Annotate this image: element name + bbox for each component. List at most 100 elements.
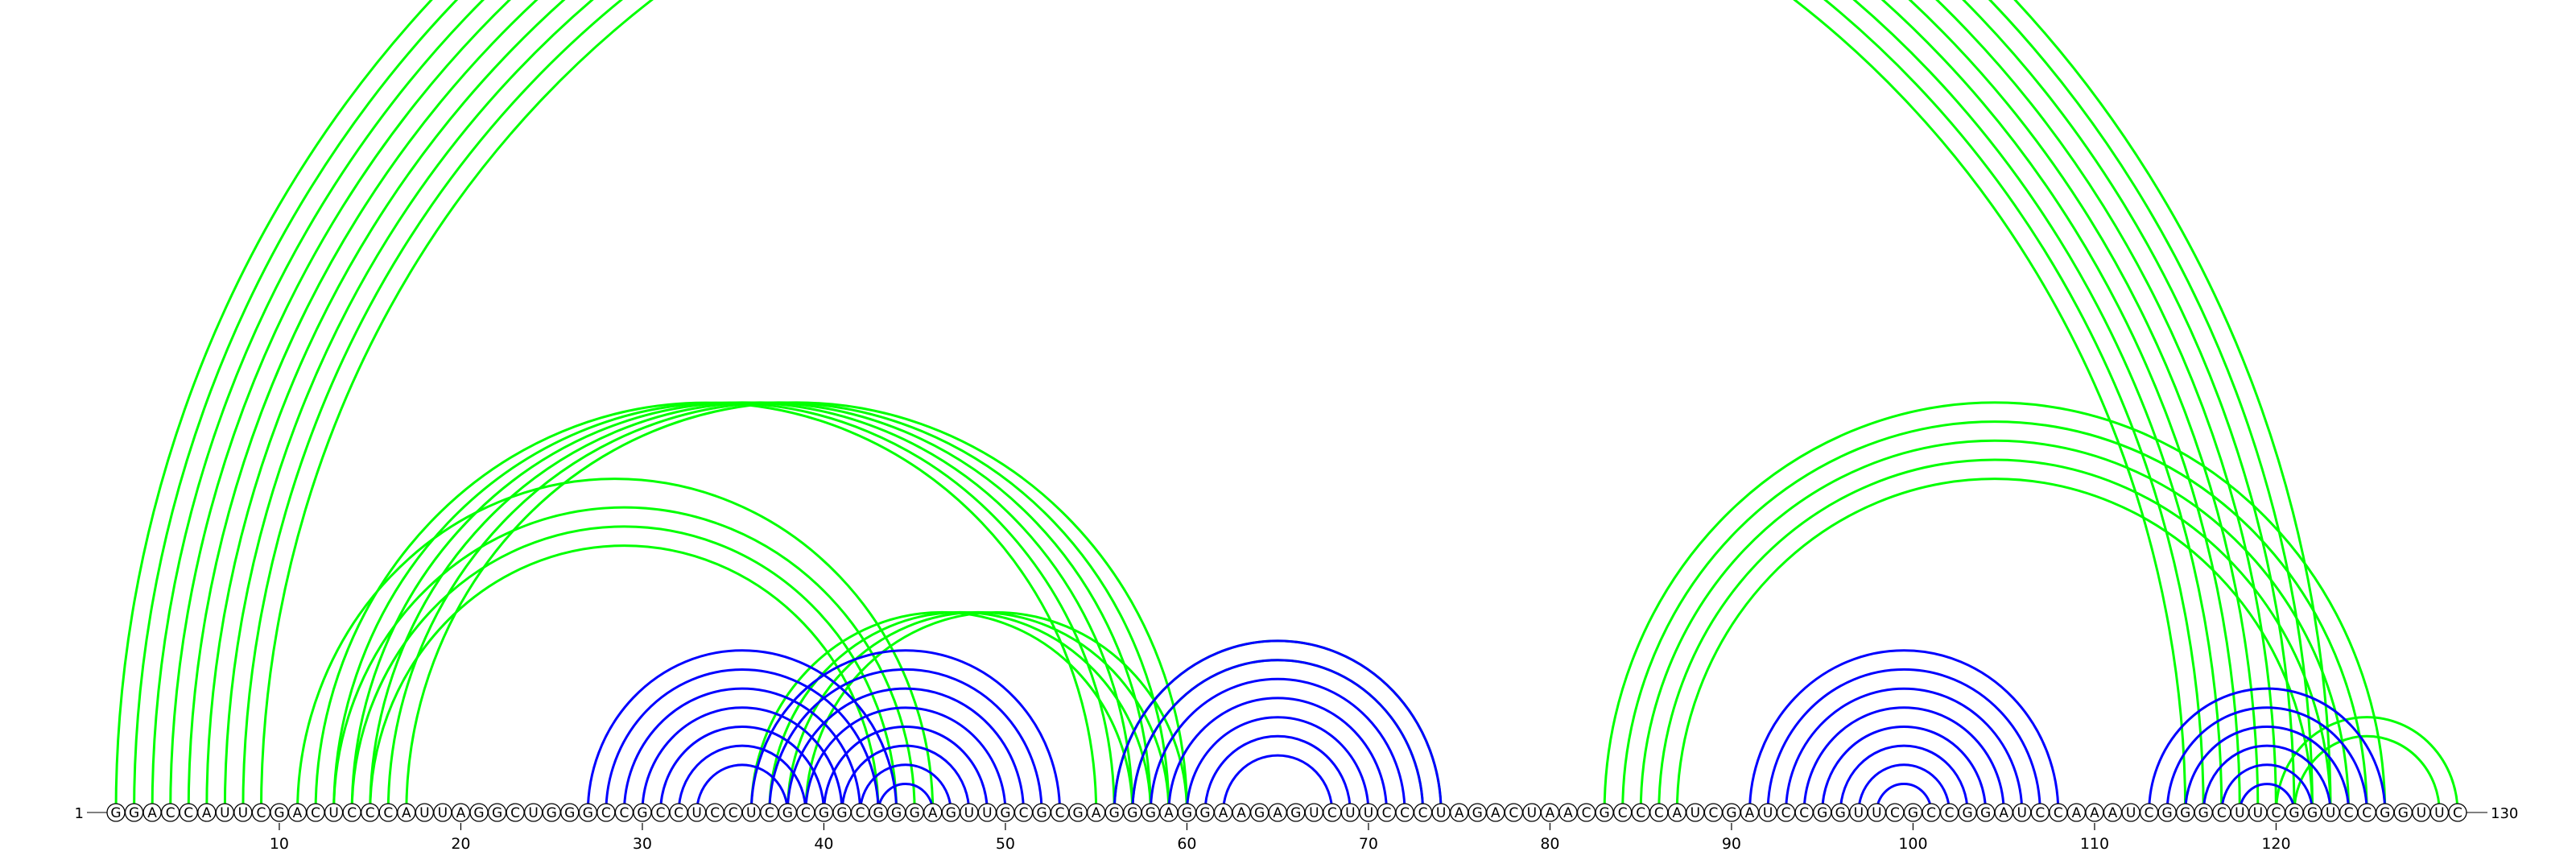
nucleotide-letter: G: [110, 805, 121, 821]
tertiary-arc: [370, 546, 878, 812]
nucleotide-letter: A: [2108, 805, 2118, 821]
nucleotide-letter: G: [1254, 805, 1265, 821]
nucleotide-letter: G: [1908, 805, 1918, 821]
nucleotide-letter: U: [1527, 805, 1537, 821]
nucleotide-letter: U: [438, 805, 448, 821]
nucleotide-letter: C: [1400, 805, 1410, 821]
nucleotide-letter: C: [365, 805, 375, 821]
nucleotide-letter: G: [873, 805, 884, 821]
nucleotide-letter: G: [1963, 805, 1973, 821]
nucleotide-letter: G: [564, 805, 575, 821]
nucleotide-letter: G: [1472, 805, 1483, 821]
tertiary-arc: [787, 612, 1169, 812]
nucleotide-letter: C: [801, 805, 811, 821]
tertiary-interaction-arcs: [116, 0, 2458, 812]
nucleotide-letter: G: [1036, 805, 1046, 821]
sequence-end-label: 130: [2491, 805, 2518, 822]
nucleotide-letter: A: [1546, 805, 1555, 821]
tertiary-arc: [1623, 422, 2368, 812]
nucleotide-letter: G: [1726, 805, 1736, 821]
nucleotide-letter: U: [2235, 805, 2244, 821]
nucleotide-letter: U: [220, 805, 229, 821]
base-pair-arc: [1187, 717, 1368, 812]
nucleotide-letter: U: [1854, 805, 1864, 821]
nucleotide-letter: G: [891, 805, 902, 821]
nucleotide-letter: U: [1690, 805, 1700, 821]
nucleotide-letter: A: [1563, 805, 1573, 821]
nucleotide-letter: C: [1418, 805, 1428, 821]
nucleotide-letter: U: [1872, 805, 1881, 821]
nucleotide-letter: G: [1182, 805, 1192, 821]
nucleotide-letter: G: [492, 805, 502, 821]
nucleotide-letter: C: [710, 805, 720, 821]
nucleotide-letter: U: [528, 805, 538, 821]
nucleotide-letter: G: [1109, 805, 1120, 821]
base-pair-arc: [1205, 736, 1350, 812]
nucleotide-letter: U: [328, 805, 338, 821]
base-pair-arc: [661, 726, 824, 812]
nucleotide-letter: C: [1799, 805, 1809, 821]
nucleotide-letter: U: [1309, 805, 1319, 821]
base-pair-arc: [1750, 651, 2058, 812]
nucleotide-letter: C: [2272, 805, 2281, 821]
nucleotide-letter: C: [1582, 805, 1591, 821]
nucleotide-letter: G: [637, 805, 647, 821]
nucleotide-letter: U: [1364, 805, 1373, 821]
nucleotide-letter: C: [674, 805, 683, 821]
nucleotide-letter: A: [456, 805, 466, 821]
nucleotide-letter: G: [547, 805, 557, 821]
nucleotide-letter: U: [964, 805, 974, 821]
nucleotide-letter: G: [2198, 805, 2209, 821]
nucleotide-letter: A: [1092, 805, 1101, 821]
nucleotide-letter: G: [1817, 805, 1827, 821]
nucleotide-letter: G: [2162, 805, 2173, 821]
nucleotide-letter: G: [2289, 805, 2299, 821]
nucleotide-letter: C: [166, 805, 175, 821]
nucleotide-letter: U: [2434, 805, 2444, 821]
nucleotide-letter: A: [2090, 805, 2099, 821]
nucleotide-letter: G: [583, 805, 593, 821]
nucleotide-letter: A: [1455, 805, 1464, 821]
nucleotide-letter: U: [2126, 805, 2136, 821]
nucleotide-letter: C: [2145, 805, 2154, 821]
tick-label: 40: [814, 835, 833, 853]
nucleotide-letter: U: [2253, 805, 2263, 821]
nucleotide-letter: U: [1763, 805, 1773, 821]
tertiary-arc: [352, 403, 1133, 812]
nucleotide-letter: U: [691, 805, 701, 821]
nucleotide-letter: A: [928, 805, 938, 821]
nucleotide-letter: C: [765, 805, 774, 821]
nucleotide-letter: U: [2017, 805, 2027, 821]
nucleotide-letter: A: [1164, 805, 1174, 821]
nucleotide-letter: G: [2380, 805, 2390, 821]
tick-label: 80: [1540, 835, 1559, 853]
nucleotide-letter: G: [2180, 805, 2190, 821]
tick-label: 100: [1898, 835, 1927, 853]
nucleotide-letter: U: [2417, 805, 2426, 821]
nucleotide-letter: A: [402, 805, 411, 821]
nucleotide-letter: A: [1672, 805, 1682, 821]
nucleotide-letter: C: [2362, 805, 2372, 821]
nucleotide-letter: C: [311, 805, 320, 821]
base-pair-arc: [588, 651, 896, 812]
nucleotide-letter: A: [1273, 805, 1282, 821]
nucleotide-letter: C: [1019, 805, 1029, 821]
nucleotide-letter: C: [2054, 805, 2063, 821]
nucleotide-letter: C: [1382, 805, 1392, 821]
nucleotide-letter: G: [1600, 805, 1610, 821]
nucleotide-letter: A: [202, 805, 212, 821]
nucleotide-letter: G: [1073, 805, 1084, 821]
nucleotide-letter: C: [2344, 805, 2354, 821]
nucleotide-letter: C: [856, 805, 865, 821]
nucleotide-letter: C: [2217, 805, 2227, 821]
nucleotide-letter: G: [1835, 805, 1846, 821]
tick-label: 20: [451, 835, 470, 853]
nucleotide-letter: U: [1436, 805, 1446, 821]
nucleotide-letter: A: [2072, 805, 2082, 821]
base-pair-arc: [1823, 726, 1986, 812]
nucleotide-letter: C: [1945, 805, 1955, 821]
nucleotide-letter: A: [1999, 805, 2008, 821]
tertiary-arc: [770, 612, 1151, 812]
